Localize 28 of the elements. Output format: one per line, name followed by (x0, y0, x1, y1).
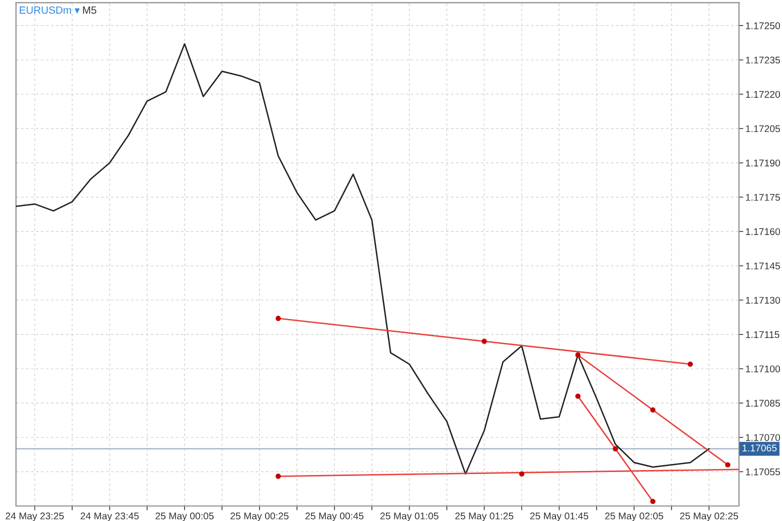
y-tick-label: 1.17235 (746, 56, 780, 64)
chart-title: EURUSDm ▾ (20, 6, 80, 14)
y-tick-label: 1.17130 (746, 296, 780, 304)
x-tick-label: 25 May 00:45 (305, 512, 364, 521)
x-tick-label: 25 May 02:05 (605, 512, 664, 521)
x-tick-label: 25 May 01:45 (530, 512, 588, 521)
x-tick-label: 25 May 01:05 (380, 512, 438, 521)
y-tick-label: 1.17100 (746, 365, 780, 372)
y-tick-label: 1.17190 (746, 160, 780, 166)
x-tick-label: 25 May 00:25 (230, 512, 289, 521)
y-tick-label: 1.17160 (746, 228, 780, 236)
x-tick-label: 25 May 02:25 (680, 512, 738, 521)
x-tick-label: 25 May 01:25 (455, 512, 514, 521)
y-tick-label: 1.17070 (746, 434, 780, 441)
y-tick-label: 1.17220 (746, 90, 780, 98)
y-tick-label: 1.17205 (746, 125, 780, 132)
x-tick-label: 24 May 23:25 (6, 512, 64, 521)
ref-line-label: 1.17065 (742, 444, 777, 452)
y-tick-label: 1.17085 (746, 400, 780, 407)
x-tick-label: 25 May 00:05 (156, 512, 214, 521)
y-tick-label: 1.17115 (746, 331, 780, 338)
chart-subtitle: M5 (83, 6, 96, 14)
line-series (16, 43, 710, 475)
y-tick-label: 1.17055 (746, 468, 780, 476)
x-tick-label: 24 May 23:45 (80, 512, 139, 521)
y-tick-label: 1.17250 (746, 22, 780, 30)
y-tick-label: 1.17175 (746, 194, 780, 201)
y-tick-label: 1.17145 (746, 262, 780, 270)
